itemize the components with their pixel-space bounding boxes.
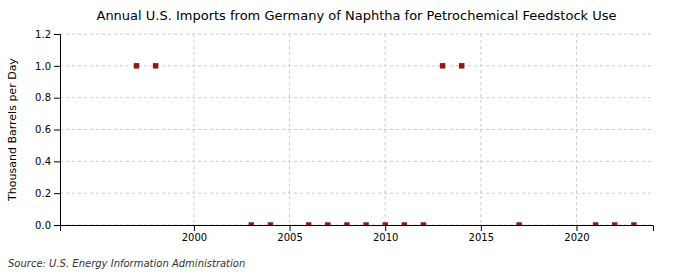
tick: 2005 bbox=[277, 225, 302, 243]
tick-mark bbox=[54, 130, 60, 131]
tick-label: 0.2 bbox=[35, 188, 51, 199]
tick-label: 2005 bbox=[277, 232, 302, 243]
tick-mark bbox=[576, 225, 577, 231]
point bbox=[268, 222, 273, 225]
tick: 0.6 bbox=[35, 124, 60, 135]
point bbox=[249, 222, 254, 225]
tick: 0.4 bbox=[35, 156, 60, 167]
grid bbox=[60, 34, 653, 225]
axis-line bbox=[61, 226, 654, 232]
point bbox=[134, 63, 139, 68]
tick-label: 1.2 bbox=[35, 29, 51, 40]
tick-label: 2000 bbox=[182, 232, 207, 243]
y-axis-title: Thousand Barrels per Day bbox=[6, 58, 19, 202]
tick: 2020 bbox=[564, 225, 589, 243]
point bbox=[306, 222, 311, 225]
tick-mark bbox=[290, 225, 291, 231]
tick-mark bbox=[385, 225, 386, 231]
title: Annual U.S. Imports from Germany of Naph… bbox=[96, 8, 616, 23]
x-axis: 2000 2005 2010 2015 2020 bbox=[61, 225, 654, 243]
tick-label: 2020 bbox=[564, 232, 589, 243]
tick: 0.2 bbox=[35, 188, 60, 199]
grid-line bbox=[60, 193, 653, 194]
grid-line bbox=[60, 34, 653, 35]
grid-line bbox=[60, 129, 653, 130]
tick-label: 1.0 bbox=[35, 61, 51, 72]
point bbox=[421, 222, 426, 225]
point bbox=[363, 222, 368, 225]
grid-line bbox=[60, 97, 653, 98]
point bbox=[612, 222, 617, 225]
tick-mark bbox=[481, 225, 482, 231]
tick-label: 2015 bbox=[469, 232, 494, 243]
tick-mark bbox=[194, 225, 195, 231]
tick-label: 0.4 bbox=[35, 156, 51, 167]
chart: 2000 2005 2010 2015 2020 0.0 0.2 0.4 0.6 0.8 1.0 1.… bbox=[0, 0, 675, 275]
point bbox=[325, 222, 330, 225]
y-axis: 0.0 0.2 0.4 0.6 0.8 1.0 1.2 bbox=[35, 29, 60, 231]
tick-mark bbox=[54, 225, 60, 226]
tick: 0.8 bbox=[35, 92, 60, 103]
tick: 2015 bbox=[469, 225, 494, 243]
point bbox=[402, 222, 407, 225]
annotation: Source: U.S. Energy Information Administ… bbox=[8, 258, 245, 269]
point bbox=[382, 222, 387, 225]
tick: 0.0 bbox=[35, 220, 60, 231]
point bbox=[593, 222, 598, 225]
tick-mark bbox=[54, 98, 60, 99]
tick-label: 0.6 bbox=[35, 124, 51, 135]
grid-line bbox=[60, 161, 653, 162]
tick-mark bbox=[54, 66, 60, 67]
tick: 2000 bbox=[182, 225, 207, 243]
tick-mark bbox=[54, 34, 60, 35]
point bbox=[516, 222, 521, 225]
point bbox=[631, 222, 636, 225]
tick: 1.0 bbox=[35, 61, 60, 72]
tick: 2010 bbox=[373, 225, 398, 243]
tick-label: 2010 bbox=[373, 232, 398, 243]
grid-line bbox=[60, 65, 653, 66]
tick-mark bbox=[54, 193, 60, 194]
point bbox=[344, 222, 349, 225]
tick-label: 0.8 bbox=[35, 92, 51, 103]
point bbox=[459, 63, 464, 68]
tick-mark bbox=[54, 161, 60, 162]
point bbox=[440, 63, 445, 68]
tick: 1.2 bbox=[35, 29, 60, 40]
tick-label: 0.0 bbox=[35, 220, 51, 231]
point bbox=[153, 63, 158, 68]
points bbox=[134, 63, 637, 225]
axis-line bbox=[54, 35, 61, 226]
